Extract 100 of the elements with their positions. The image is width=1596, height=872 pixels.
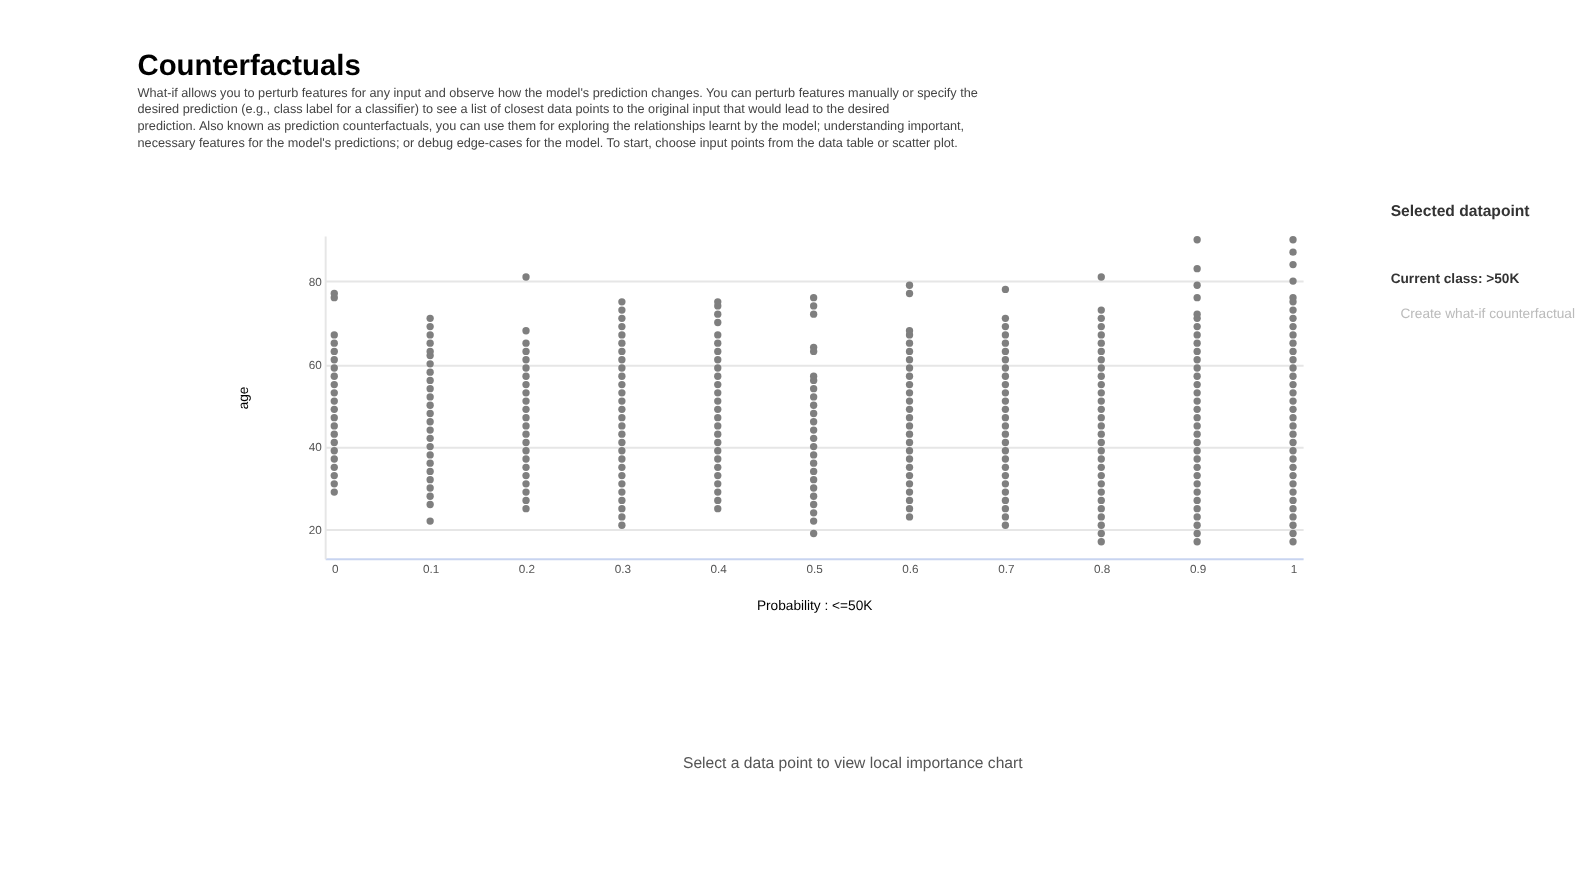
point: [522, 405, 530, 414]
point: [809, 459, 818, 467]
point: [330, 422, 338, 430]
point: [618, 488, 626, 496]
point: [1289, 331, 1297, 339]
point: [1097, 389, 1105, 397]
point: [1289, 314, 1297, 322]
point: [618, 331, 626, 339]
point: [330, 463, 338, 471]
point: [905, 289, 914, 298]
point: [1097, 471, 1105, 480]
point: [714, 480, 722, 488]
point: [714, 455, 722, 463]
point: [330, 372, 338, 380]
point: [1001, 314, 1010, 322]
point: [426, 314, 434, 322]
point: [1193, 364, 1201, 372]
point: [905, 281, 914, 289]
point: [618, 505, 626, 513]
point: [905, 356, 914, 364]
point: [1097, 422, 1105, 430]
point: [1001, 505, 1010, 513]
point: [809, 517, 818, 525]
point: [618, 356, 626, 364]
point: [330, 430, 338, 438]
point: [1193, 331, 1201, 339]
point: [1001, 496, 1010, 505]
point: [1193, 380, 1201, 389]
point: [330, 389, 338, 397]
point: [1289, 413, 1297, 422]
point: [1289, 496, 1297, 505]
point: [522, 471, 530, 480]
point: [426, 339, 434, 347]
point: [1097, 405, 1105, 414]
point: [618, 521, 626, 529]
point: [905, 397, 914, 405]
point: [714, 347, 722, 356]
point: [522, 380, 530, 389]
point: [330, 471, 338, 480]
point: [1097, 314, 1105, 322]
point: [1193, 463, 1201, 471]
point: [330, 405, 338, 414]
point: [330, 347, 338, 356]
point: [905, 455, 914, 463]
point: [618, 314, 626, 322]
point: [1001, 413, 1010, 422]
point: [330, 380, 338, 389]
point: [809, 418, 818, 426]
point: [905, 347, 914, 356]
point: [1001, 347, 1010, 356]
point: [1001, 455, 1010, 463]
point: [618, 413, 626, 422]
point: [426, 434, 434, 442]
point: [330, 447, 338, 455]
point: [809, 294, 818, 302]
point: [1097, 480, 1105, 488]
point: [714, 318, 722, 327]
point: [1001, 389, 1010, 397]
point: [1193, 496, 1201, 505]
point: [522, 356, 530, 364]
point: [714, 310, 722, 318]
point: [714, 380, 722, 389]
point: [1097, 397, 1105, 405]
point: [714, 438, 722, 447]
point: [905, 463, 914, 471]
point: [809, 476, 818, 484]
point: [1193, 372, 1201, 380]
point: [1289, 480, 1297, 488]
point: [1193, 397, 1201, 405]
point: [1097, 513, 1105, 521]
point: [809, 401, 818, 409]
point: [1193, 322, 1201, 331]
point: [522, 430, 530, 438]
point: [1289, 488, 1297, 496]
point: [1001, 331, 1010, 339]
point: [1193, 529, 1201, 538]
point: [522, 327, 530, 335]
point: [1097, 413, 1105, 422]
point: [426, 442, 434, 451]
point: [1097, 347, 1105, 356]
point: [809, 426, 818, 434]
point: [809, 492, 818, 500]
point: [1001, 422, 1010, 430]
point: [714, 413, 722, 422]
point: [1289, 463, 1297, 471]
point: [522, 273, 530, 281]
point: [426, 484, 434, 492]
point: [1289, 322, 1297, 331]
point: [1097, 505, 1105, 513]
point: [1289, 438, 1297, 447]
point: [330, 488, 338, 496]
point: [522, 413, 530, 422]
point: [522, 347, 530, 356]
point: [426, 517, 434, 525]
point: [714, 356, 722, 364]
point: [426, 426, 434, 434]
chart-title: Counterfactuals: [137, 51, 361, 84]
point: [1097, 463, 1105, 471]
point: [1289, 248, 1297, 256]
point: [330, 356, 338, 364]
